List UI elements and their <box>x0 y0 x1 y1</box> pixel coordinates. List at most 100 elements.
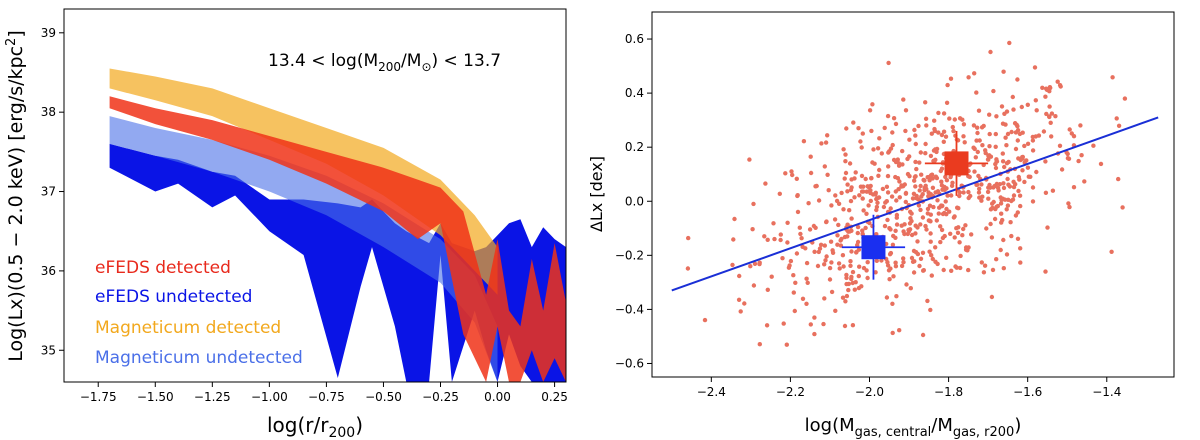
scatter-point <box>916 203 922 208</box>
scatter-point <box>860 231 865 236</box>
scatter-point <box>945 82 950 88</box>
scatter-point <box>893 174 898 180</box>
scatter-point <box>1018 246 1023 251</box>
scatter-point <box>1024 158 1029 163</box>
scatter-point <box>1006 182 1011 187</box>
scatter-point <box>900 148 905 154</box>
scatter-point <box>1049 134 1054 139</box>
scatter-point <box>824 219 829 224</box>
scatter-point <box>995 203 1000 209</box>
scatter-point <box>685 266 691 271</box>
scatter-point <box>745 394 749 398</box>
scatter-point <box>808 154 813 159</box>
scatter-point <box>881 204 887 210</box>
scatter-point <box>950 124 955 130</box>
scatter-point <box>936 110 941 116</box>
scatter-point <box>903 128 908 134</box>
scatter-point <box>875 146 881 151</box>
scatter-point <box>843 170 849 176</box>
scatter-point <box>1057 83 1063 88</box>
scatter-point <box>884 199 889 204</box>
scatter-point <box>906 227 911 233</box>
scatter-point <box>993 206 998 212</box>
scatter-point <box>1016 156 1021 161</box>
scatter-point <box>961 134 966 139</box>
scatter-point <box>1017 131 1023 137</box>
scatter-point <box>985 157 991 162</box>
scatter-point <box>1001 266 1006 271</box>
y-tick-label: −0.2 <box>615 248 644 262</box>
scatter-point <box>788 258 794 264</box>
y-tick-label: 37 <box>41 185 56 199</box>
scatter-point <box>836 261 842 266</box>
scatter-point <box>875 196 880 201</box>
scatter-point <box>1011 193 1017 198</box>
scatter-point <box>869 128 874 134</box>
x-tick-label: 0.25 <box>541 390 568 404</box>
scatter-point <box>1044 86 1049 91</box>
scatter-point <box>960 233 965 238</box>
scatter-point <box>849 276 854 282</box>
scatter-point <box>860 228 865 233</box>
scatter-point <box>801 139 807 144</box>
scatter-point <box>852 195 857 200</box>
scatter-point <box>1091 143 1096 148</box>
scatter-point <box>859 145 864 150</box>
scatter-point <box>916 123 921 129</box>
scatter-point <box>1025 141 1031 146</box>
scatter-point <box>825 172 830 177</box>
scatter-point <box>933 259 938 264</box>
scatter-point <box>841 147 846 152</box>
scatter-point <box>963 223 968 228</box>
scatter-point <box>905 171 911 177</box>
scatter-point <box>822 243 827 248</box>
legend-entry: Magneticum undetected <box>95 348 303 368</box>
scatter-point <box>751 201 756 207</box>
scatter-point <box>885 173 891 179</box>
scatter-point <box>987 185 993 190</box>
scatter-point <box>961 226 966 232</box>
right-x-ticks: −2.4 −2.2 −2.0 −1.8 −1.6 −1.4 <box>697 377 1121 399</box>
scatter-point <box>957 193 962 199</box>
scatter-point <box>868 198 873 204</box>
scatter-point <box>1079 153 1084 158</box>
scatter-point <box>815 263 821 269</box>
scatter-point <box>903 190 909 196</box>
scatter-point <box>1059 167 1065 172</box>
scatter-point <box>988 221 993 227</box>
scatter-point <box>890 301 895 306</box>
scatter-point <box>852 287 857 292</box>
scatter-point <box>1120 205 1125 210</box>
scatter-point <box>769 274 774 279</box>
scatter-point <box>938 224 943 229</box>
scatter-point <box>1028 174 1033 179</box>
scatter-point <box>858 139 863 144</box>
scatter-point <box>864 211 869 216</box>
scatter-point <box>893 121 899 127</box>
scatter-point <box>915 239 920 244</box>
scatter-point <box>887 149 892 154</box>
mean-marker-undetected <box>861 235 886 260</box>
scatter-point <box>1116 176 1121 182</box>
scatter-point <box>843 159 848 164</box>
scatter-point <box>731 237 736 242</box>
scatter-point <box>942 184 947 190</box>
scatter-point <box>865 184 870 189</box>
scatter-point <box>910 259 916 264</box>
scatter-point <box>800 296 806 301</box>
scatter-point <box>897 195 902 200</box>
scatter-point <box>830 248 835 253</box>
scatter-point <box>864 268 869 273</box>
scatter-point <box>947 116 952 121</box>
scatter-point <box>804 301 809 306</box>
scatter-point <box>966 245 971 250</box>
scatter-point <box>1002 111 1007 117</box>
scatter-point <box>795 193 800 198</box>
scatter-point <box>1047 89 1052 94</box>
scatter-point <box>1076 158 1081 164</box>
scatter-point <box>877 136 882 141</box>
scatter-point <box>1067 127 1072 132</box>
scatter-point <box>1032 65 1038 70</box>
scatter-point <box>752 261 758 266</box>
scatter-point <box>919 172 924 177</box>
